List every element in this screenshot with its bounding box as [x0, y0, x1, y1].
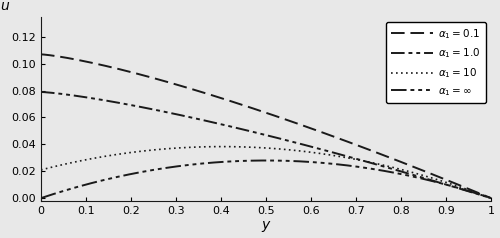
$\alpha_1 = 0.1$ [347, 141, 353, 144]
X-axis label: y: y [262, 218, 270, 233]
$\alpha_1 = \infty$ [220, 160, 226, 163]
$\alpha_1 = 0.1$ [488, 197, 494, 199]
Legend: $\alpha_1 = 0.1$, $\alpha_1 = 1.0$, $\alpha_1 = 10$, $\alpha_1 = \infty$: $\alpha_1 = 0.1$, $\alpha_1 = 1.0$, $\al… [386, 22, 486, 103]
$\alpha_1 = 10$ [348, 157, 354, 160]
$\alpha_1 = 0.1$ [389, 157, 395, 160]
$\alpha_1 = \infty$ [398, 173, 404, 175]
$\alpha_1 = \infty$ [390, 171, 396, 174]
$\alpha_1 = 1.0$ [389, 167, 395, 170]
$\alpha_1 = \infty$ [488, 197, 494, 199]
Line: $\alpha_1 = 0.1$: $\alpha_1 = 0.1$ [41, 54, 491, 198]
$\alpha_1 = 10$ [219, 145, 225, 148]
$\alpha_1 = 10$ [236, 145, 242, 148]
$\alpha_1 = 1.0$ [236, 127, 242, 130]
$\alpha_1 = 0.1$ [84, 60, 90, 63]
$\alpha_1 = 10$ [38, 169, 44, 171]
$\alpha_1 = 0.1$ [236, 102, 242, 105]
$\alpha_1 = \infty$ [38, 197, 44, 199]
$\alpha_1 = 1.0$ [488, 197, 494, 199]
$\alpha_1 = 1.0$ [84, 96, 90, 99]
$\alpha_1 = 1.0$ [38, 90, 44, 93]
$\alpha_1 = 1.0$ [397, 170, 403, 173]
$\alpha_1 = 10$ [220, 145, 226, 148]
Line: $\alpha_1 = \infty$: $\alpha_1 = \infty$ [41, 160, 491, 198]
Line: $\alpha_1 = 1.0$: $\alpha_1 = 1.0$ [41, 92, 491, 198]
$\alpha_1 = 0.1$ [220, 97, 226, 100]
$\alpha_1 = 10$ [488, 197, 494, 199]
Y-axis label: u: u [0, 0, 10, 13]
$\alpha_1 = \infty$ [348, 164, 354, 167]
$\alpha_1 = 0.1$ [38, 53, 44, 56]
$\alpha_1 = \infty$ [236, 160, 242, 163]
$\alpha_1 = 0.1$ [397, 160, 403, 163]
$\alpha_1 = \infty$ [84, 183, 90, 186]
$\alpha_1 = 10$ [84, 158, 90, 161]
$\alpha_1 = 1.0$ [347, 156, 353, 159]
$\alpha_1 = 10$ [398, 168, 404, 171]
$\alpha_1 = 1.0$ [220, 123, 226, 126]
$\alpha_1 = 10$ [390, 166, 396, 169]
Line: $\alpha_1 = 10$: $\alpha_1 = 10$ [41, 147, 491, 198]
$\alpha_1 = \infty$ [263, 159, 269, 162]
